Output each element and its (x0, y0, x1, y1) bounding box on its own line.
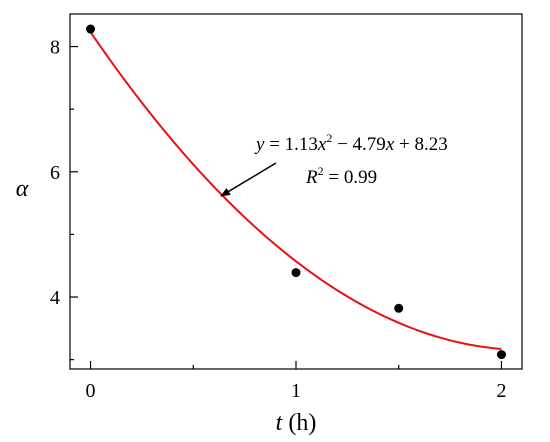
y-axis-label: α (16, 176, 29, 202)
fit-equation: y = 1.13x2 − 4.79x + 8.23 (254, 131, 448, 155)
y-tick-label: 6 (50, 162, 60, 184)
x-tick-label: 1 (291, 380, 301, 402)
annotation-arrow (220, 162, 277, 197)
data-points (86, 24, 506, 360)
x-axis-ticks: 0 1 2 (86, 361, 506, 402)
data-point (496, 350, 506, 360)
y-tick-label: 4 (50, 287, 60, 309)
plot-frame (69, 13, 523, 370)
y-tick-label: 8 (50, 37, 60, 59)
x-tick-label: 0 (86, 380, 96, 402)
data-point (394, 303, 404, 313)
r-squared-label: R2 = 0.99 (305, 164, 377, 188)
x-axis-label: t (h) (276, 410, 317, 436)
data-point (86, 24, 96, 34)
y-axis-ticks: 4 6 8 (50, 37, 78, 361)
data-point (291, 268, 301, 278)
x-tick-label: 2 (496, 380, 506, 402)
fit-curve (89, 31, 502, 350)
